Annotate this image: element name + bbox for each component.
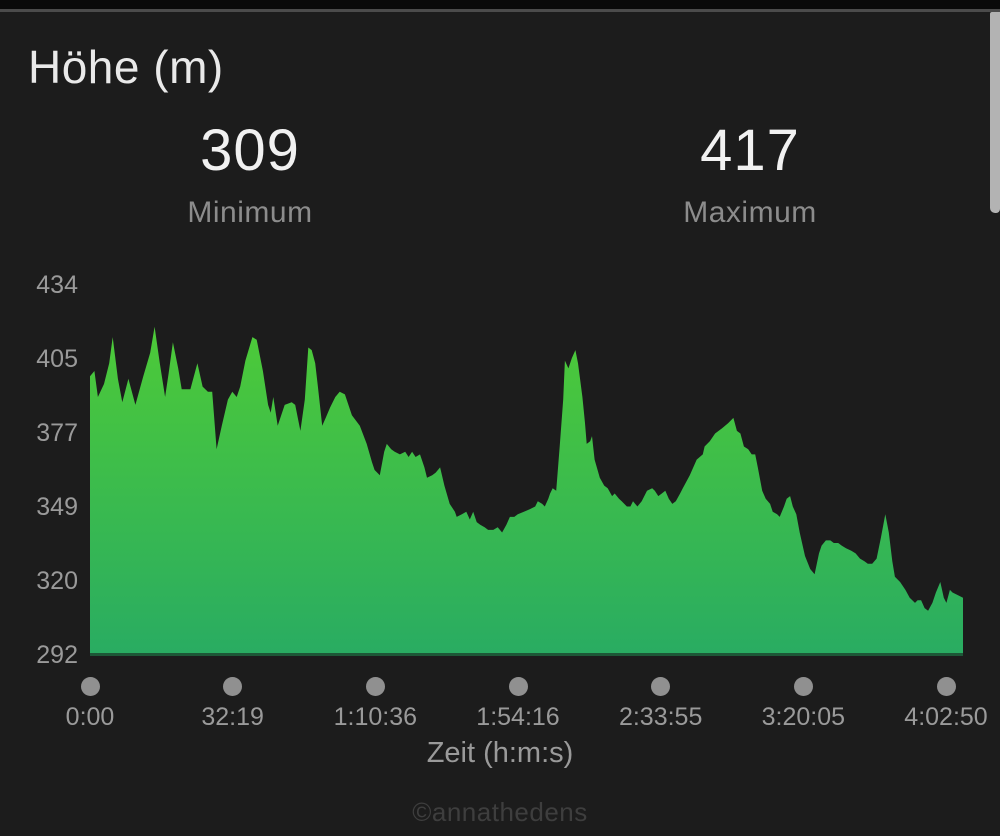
y-tick-label: 292 bbox=[36, 641, 78, 669]
x-tick-label: 1:10:36 bbox=[333, 703, 418, 731]
top-divider bbox=[0, 9, 1000, 12]
x-tick-label: 32:19 bbox=[201, 703, 264, 731]
min-stat: 309 Minimum bbox=[0, 122, 500, 228]
x-tick-label: 2:33:55 bbox=[618, 703, 703, 731]
max-stat: 417 Maximum bbox=[500, 122, 1000, 228]
x-tick-dot bbox=[793, 677, 813, 696]
min-label: Minimum bbox=[187, 196, 313, 229]
x-tick-label: 1:54:16 bbox=[476, 703, 560, 731]
x-tick-dot bbox=[223, 677, 243, 696]
page-title: Höhe (m) bbox=[28, 41, 224, 93]
x-tick-label: 0:00 bbox=[65, 703, 115, 731]
elevation-area bbox=[90, 326, 963, 655]
max-value: 417 bbox=[700, 118, 800, 183]
y-tick-label: 377 bbox=[36, 419, 78, 447]
x-tick-dot bbox=[651, 677, 671, 696]
watermark: ©annathedens bbox=[412, 797, 588, 827]
x-tick-dot bbox=[936, 677, 956, 696]
x-tick-label: 3:20:05 bbox=[761, 703, 846, 731]
x-tick-dot bbox=[80, 677, 100, 696]
top-strip bbox=[0, 0, 1000, 9]
x-tick-dot bbox=[508, 677, 528, 696]
y-tick-label: 320 bbox=[36, 567, 78, 595]
x-tick-label: 4:02:50 bbox=[904, 703, 988, 731]
y-tick-label: 405 bbox=[36, 345, 78, 373]
y-tick-label: 349 bbox=[36, 493, 78, 521]
scrollbar-thumb[interactable] bbox=[990, 12, 1000, 213]
min-value: 309 bbox=[200, 118, 300, 183]
x-axis-title: Zeit (h:m:s) bbox=[426, 737, 574, 769]
max-label: Maximum bbox=[683, 196, 817, 229]
stats-row: 309 Minimum 417 Maximum bbox=[0, 122, 1000, 228]
y-tick-label: 434 bbox=[36, 271, 78, 299]
x-tick-dot bbox=[365, 677, 385, 696]
